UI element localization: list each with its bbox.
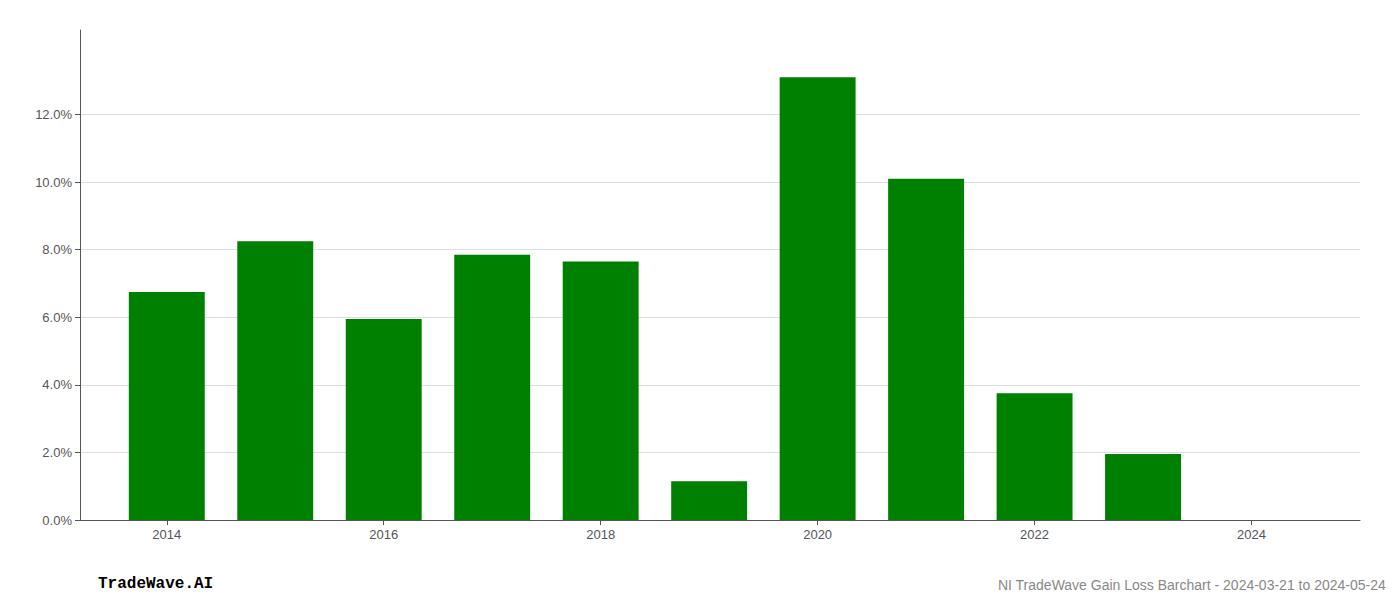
svg-text:NI TradeWave Gain Loss Barchar: NI TradeWave Gain Loss Barchart - 2024-0…	[998, 577, 1386, 593]
svg-text:4.0%: 4.0%	[42, 377, 72, 392]
svg-text:2014: 2014	[152, 527, 181, 542]
svg-text:2020: 2020	[803, 527, 832, 542]
svg-text:10.0%: 10.0%	[35, 175, 72, 190]
svg-text:6.0%: 6.0%	[42, 310, 72, 325]
svg-text:2024: 2024	[1237, 527, 1266, 542]
svg-text:2018: 2018	[586, 527, 615, 542]
svg-text:2016: 2016	[369, 527, 398, 542]
svg-text:2.0%: 2.0%	[42, 445, 72, 460]
svg-text:2022: 2022	[1020, 527, 1049, 542]
svg-text:8.0%: 8.0%	[42, 242, 72, 257]
svg-text:12.0%: 12.0%	[35, 107, 72, 122]
svg-text:TradeWave.AI: TradeWave.AI	[98, 575, 213, 593]
svg-text:0.0%: 0.0%	[42, 513, 72, 528]
